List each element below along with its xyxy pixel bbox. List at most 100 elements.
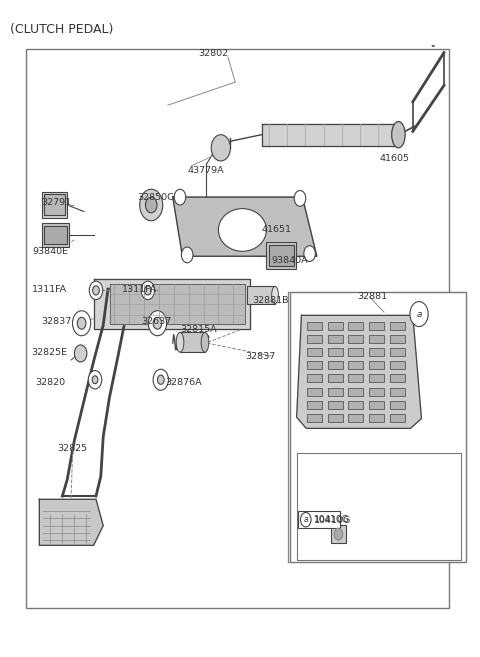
Bar	[26, 49, 449, 608]
Polygon shape	[39, 499, 103, 545]
Bar	[390, 335, 405, 343]
Ellipse shape	[272, 286, 278, 304]
Bar	[290, 292, 466, 562]
Bar	[328, 374, 343, 382]
Text: 32837: 32837	[41, 317, 71, 327]
Bar	[369, 348, 384, 356]
Bar	[42, 192, 67, 218]
Bar	[247, 286, 275, 304]
Bar	[348, 401, 363, 409]
Bar	[369, 388, 384, 396]
Polygon shape	[110, 284, 245, 324]
Bar	[328, 348, 343, 356]
Bar	[42, 223, 69, 247]
Circle shape	[77, 317, 86, 329]
Circle shape	[153, 317, 162, 329]
Bar	[390, 374, 405, 382]
Text: 32837: 32837	[245, 351, 275, 361]
Circle shape	[88, 371, 102, 389]
Bar	[331, 525, 346, 543]
Bar	[307, 374, 322, 382]
Ellipse shape	[218, 209, 266, 252]
Bar	[369, 322, 384, 330]
Text: 1311FA: 1311FA	[122, 284, 157, 294]
Text: 32637: 32637	[142, 317, 172, 327]
Circle shape	[157, 375, 164, 384]
Bar	[328, 401, 343, 409]
Bar	[348, 335, 363, 343]
Bar	[307, 361, 322, 369]
Bar	[328, 322, 343, 330]
Circle shape	[140, 189, 163, 221]
Text: 32791: 32791	[41, 198, 71, 207]
Circle shape	[334, 528, 343, 540]
Text: 32802: 32802	[199, 49, 228, 58]
Text: a: a	[416, 309, 422, 319]
Bar	[307, 388, 322, 396]
Circle shape	[148, 311, 167, 336]
Bar	[266, 242, 296, 269]
Bar	[390, 414, 405, 422]
Bar	[390, 322, 405, 330]
Bar	[348, 361, 363, 369]
Bar	[369, 335, 384, 343]
Circle shape	[89, 281, 103, 300]
Bar	[298, 511, 340, 528]
Bar	[390, 361, 405, 369]
Circle shape	[410, 302, 428, 327]
Text: 1311FA: 1311FA	[32, 284, 67, 294]
Bar	[297, 453, 461, 560]
Bar	[348, 322, 363, 330]
Bar	[307, 335, 322, 343]
Polygon shape	[297, 315, 421, 428]
Bar	[390, 348, 405, 356]
Text: 10410G: 10410G	[314, 516, 352, 525]
Bar	[328, 388, 343, 396]
Circle shape	[141, 281, 155, 300]
Text: 43779A: 43779A	[187, 166, 224, 175]
Ellipse shape	[176, 332, 184, 352]
Ellipse shape	[392, 122, 405, 148]
Circle shape	[300, 512, 311, 527]
Bar	[369, 401, 384, 409]
Bar	[369, 361, 384, 369]
Text: 32815A: 32815A	[180, 325, 216, 334]
Bar	[369, 374, 384, 382]
Text: 93840A: 93840A	[271, 256, 308, 265]
Text: 32850C: 32850C	[137, 193, 174, 202]
Circle shape	[74, 345, 87, 362]
Bar	[307, 401, 322, 409]
Bar	[390, 388, 405, 396]
Text: 32820: 32820	[36, 378, 66, 387]
Text: 41605: 41605	[379, 154, 409, 164]
Bar	[328, 335, 343, 343]
Circle shape	[211, 135, 230, 161]
Circle shape	[144, 286, 151, 295]
Circle shape	[145, 197, 157, 213]
Bar	[307, 348, 322, 356]
Bar	[348, 374, 363, 382]
Text: 32881B: 32881B	[252, 296, 288, 306]
Bar	[307, 414, 322, 422]
Bar	[269, 245, 294, 266]
Bar	[307, 322, 322, 330]
Polygon shape	[94, 279, 250, 328]
Bar	[44, 194, 65, 215]
Circle shape	[294, 191, 306, 206]
Bar	[180, 332, 205, 352]
Text: 32825E: 32825E	[31, 348, 67, 357]
Bar	[348, 414, 363, 422]
Bar	[328, 361, 343, 369]
Text: 32825: 32825	[58, 443, 88, 453]
Text: 32881: 32881	[358, 292, 388, 302]
Text: 10410G: 10410G	[314, 515, 350, 524]
Bar	[328, 414, 343, 422]
Bar	[348, 388, 363, 396]
Text: 93840E: 93840E	[32, 247, 68, 256]
Circle shape	[304, 246, 315, 261]
Circle shape	[72, 311, 91, 336]
Polygon shape	[262, 124, 398, 146]
Text: (CLUTCH PEDAL): (CLUTCH PEDAL)	[10, 23, 113, 36]
Polygon shape	[173, 197, 317, 256]
Text: 41651: 41651	[262, 225, 292, 235]
